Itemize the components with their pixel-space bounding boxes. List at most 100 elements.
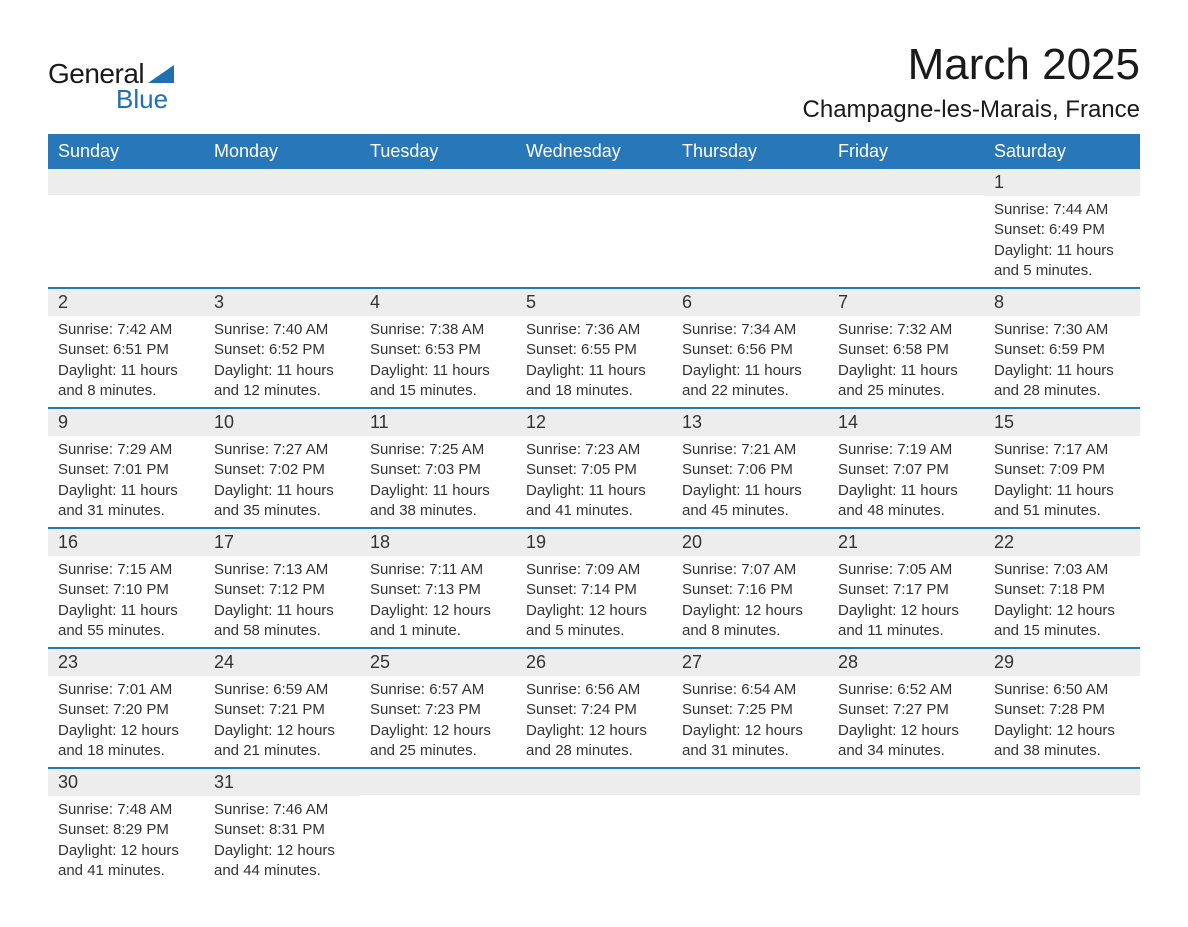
day-cell (360, 169, 516, 287)
day-body: Sunrise: 7:30 AMSunset: 6:59 PMDaylight:… (984, 316, 1140, 401)
day-body: Sunrise: 6:50 AMSunset: 7:28 PMDaylight:… (984, 676, 1140, 761)
day-number: 21 (828, 529, 984, 556)
daylight-text: Daylight: 12 hours and 18 minutes. (58, 721, 194, 762)
day-cell: 31Sunrise: 7:46 AMSunset: 8:31 PMDayligh… (204, 769, 360, 887)
week-row: 16Sunrise: 7:15 AMSunset: 7:10 PMDayligh… (48, 529, 1140, 649)
day-body (516, 195, 672, 199)
daylight-text: Daylight: 12 hours and 38 minutes. (994, 721, 1130, 762)
day-number (828, 769, 984, 795)
day-cell (672, 169, 828, 287)
dow-thursday: Thursday (672, 134, 828, 169)
day-body (828, 795, 984, 799)
day-number: 7 (828, 289, 984, 316)
daylight-text: Daylight: 12 hours and 21 minutes. (214, 721, 350, 762)
day-body (360, 195, 516, 199)
sunrise-text: Sunrise: 7:05 AM (838, 560, 974, 580)
sunset-text: Sunset: 6:59 PM (994, 340, 1130, 360)
sunset-text: Sunset: 7:06 PM (682, 460, 818, 480)
day-body (516, 795, 672, 799)
day-body: Sunrise: 7:21 AMSunset: 7:06 PMDaylight:… (672, 436, 828, 521)
day-body (672, 795, 828, 799)
day-body: Sunrise: 6:54 AMSunset: 7:25 PMDaylight:… (672, 676, 828, 761)
day-number: 19 (516, 529, 672, 556)
day-cell: 7Sunrise: 7:32 AMSunset: 6:58 PMDaylight… (828, 289, 984, 407)
day-cell: 15Sunrise: 7:17 AMSunset: 7:09 PMDayligh… (984, 409, 1140, 527)
sunset-text: Sunset: 7:17 PM (838, 580, 974, 600)
day-cell: 12Sunrise: 7:23 AMSunset: 7:05 PMDayligh… (516, 409, 672, 527)
day-body: Sunrise: 7:07 AMSunset: 7:16 PMDaylight:… (672, 556, 828, 641)
sunset-text: Sunset: 6:49 PM (994, 220, 1130, 240)
day-cell (672, 769, 828, 887)
sunset-text: Sunset: 7:24 PM (526, 700, 662, 720)
page-title: March 2025 (803, 40, 1140, 90)
sunset-text: Sunset: 7:25 PM (682, 700, 818, 720)
day-body: Sunrise: 7:42 AMSunset: 6:51 PMDaylight:… (48, 316, 204, 401)
day-cell: 20Sunrise: 7:07 AMSunset: 7:16 PMDayligh… (672, 529, 828, 647)
daylight-text: Daylight: 11 hours and 18 minutes. (526, 361, 662, 402)
day-number (984, 769, 1140, 795)
dow-monday: Monday (204, 134, 360, 169)
day-cell: 16Sunrise: 7:15 AMSunset: 7:10 PMDayligh… (48, 529, 204, 647)
day-number: 8 (984, 289, 1140, 316)
day-body: Sunrise: 7:48 AMSunset: 8:29 PMDaylight:… (48, 796, 204, 881)
dow-wednesday: Wednesday (516, 134, 672, 169)
day-number: 24 (204, 649, 360, 676)
daylight-text: Daylight: 11 hours and 5 minutes. (994, 241, 1130, 282)
sunset-text: Sunset: 7:14 PM (526, 580, 662, 600)
day-number (360, 169, 516, 195)
daylight-text: Daylight: 11 hours and 12 minutes. (214, 361, 350, 402)
sunrise-text: Sunrise: 6:59 AM (214, 680, 350, 700)
daylight-text: Daylight: 11 hours and 55 minutes. (58, 601, 194, 642)
day-cell: 11Sunrise: 7:25 AMSunset: 7:03 PMDayligh… (360, 409, 516, 527)
day-cell: 27Sunrise: 6:54 AMSunset: 7:25 PMDayligh… (672, 649, 828, 767)
sunset-text: Sunset: 8:31 PM (214, 820, 350, 840)
day-number: 5 (516, 289, 672, 316)
day-body: Sunrise: 7:01 AMSunset: 7:20 PMDaylight:… (48, 676, 204, 761)
day-number: 31 (204, 769, 360, 796)
day-cell (828, 169, 984, 287)
sunset-text: Sunset: 6:56 PM (682, 340, 818, 360)
day-body (828, 195, 984, 199)
week-row: 1Sunrise: 7:44 AMSunset: 6:49 PMDaylight… (48, 169, 1140, 289)
daylight-text: Daylight: 11 hours and 31 minutes. (58, 481, 194, 522)
daylight-text: Daylight: 12 hours and 25 minutes. (370, 721, 506, 762)
day-cell (516, 769, 672, 887)
sunset-text: Sunset: 7:05 PM (526, 460, 662, 480)
day-body: Sunrise: 7:29 AMSunset: 7:01 PMDaylight:… (48, 436, 204, 521)
day-body: Sunrise: 7:09 AMSunset: 7:14 PMDaylight:… (516, 556, 672, 641)
day-body: Sunrise: 7:40 AMSunset: 6:52 PMDaylight:… (204, 316, 360, 401)
sunset-text: Sunset: 6:51 PM (58, 340, 194, 360)
dow-tuesday: Tuesday (360, 134, 516, 169)
day-body: Sunrise: 7:23 AMSunset: 7:05 PMDaylight:… (516, 436, 672, 521)
day-number: 16 (48, 529, 204, 556)
sunset-text: Sunset: 7:02 PM (214, 460, 350, 480)
daylight-text: Daylight: 11 hours and 38 minutes. (370, 481, 506, 522)
day-cell: 23Sunrise: 7:01 AMSunset: 7:20 PMDayligh… (48, 649, 204, 767)
day-number: 26 (516, 649, 672, 676)
day-number (516, 769, 672, 795)
sunset-text: Sunset: 7:07 PM (838, 460, 974, 480)
day-body (672, 195, 828, 199)
day-body: Sunrise: 6:59 AMSunset: 7:21 PMDaylight:… (204, 676, 360, 761)
daylight-text: Daylight: 12 hours and 31 minutes. (682, 721, 818, 762)
day-body: Sunrise: 7:25 AMSunset: 7:03 PMDaylight:… (360, 436, 516, 521)
day-number: 3 (204, 289, 360, 316)
day-number (204, 169, 360, 195)
sunrise-text: Sunrise: 7:46 AM (214, 800, 350, 820)
daylight-text: Daylight: 11 hours and 41 minutes. (526, 481, 662, 522)
day-body: Sunrise: 7:11 AMSunset: 7:13 PMDaylight:… (360, 556, 516, 641)
sunset-text: Sunset: 7:13 PM (370, 580, 506, 600)
sunset-text: Sunset: 6:58 PM (838, 340, 974, 360)
day-number: 22 (984, 529, 1140, 556)
day-cell: 8Sunrise: 7:30 AMSunset: 6:59 PMDaylight… (984, 289, 1140, 407)
sunrise-text: Sunrise: 6:56 AM (526, 680, 662, 700)
day-cell: 24Sunrise: 6:59 AMSunset: 7:21 PMDayligh… (204, 649, 360, 767)
day-number: 15 (984, 409, 1140, 436)
sunset-text: Sunset: 7:21 PM (214, 700, 350, 720)
daylight-text: Daylight: 12 hours and 8 minutes. (682, 601, 818, 642)
sunrise-text: Sunrise: 7:40 AM (214, 320, 350, 340)
sunrise-text: Sunrise: 6:57 AM (370, 680, 506, 700)
day-number: 29 (984, 649, 1140, 676)
daylight-text: Daylight: 12 hours and 41 minutes. (58, 841, 194, 882)
week-row: 9Sunrise: 7:29 AMSunset: 7:01 PMDaylight… (48, 409, 1140, 529)
